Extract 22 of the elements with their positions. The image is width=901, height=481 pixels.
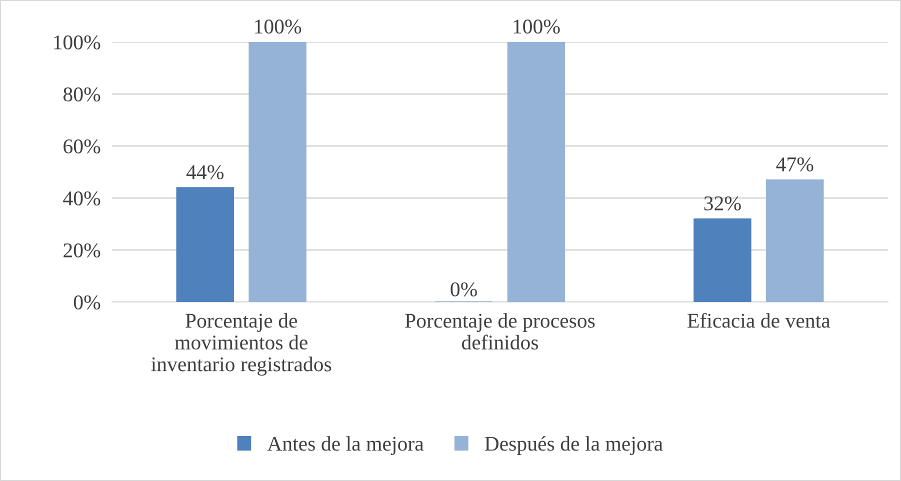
x-tick-label: Eficacia de venta	[688, 312, 830, 328]
data-label: 0%	[450, 282, 477, 296]
bar	[176, 187, 234, 302]
y-tick-label: 0%	[74, 295, 100, 310]
bar	[507, 42, 566, 302]
y-tick-label: 60%	[64, 139, 100, 154]
y-tick-label: 40%	[63, 191, 100, 206]
data-label: 47%	[776, 157, 814, 172]
legend-label: Después de la mejora	[484, 436, 663, 456]
legend-label: Antes de la mejora	[267, 436, 424, 456]
bar	[694, 218, 752, 302]
y-tick-label: 80%	[63, 87, 100, 102]
data-label: 100%	[255, 20, 302, 34]
y-tick-label: 100%	[54, 35, 100, 50]
bar	[248, 42, 306, 302]
x-tick-label: Porcentaje de movimientos de inventario registrados	[151, 313, 332, 376]
data-label: 44%	[186, 165, 224, 180]
x-tick-label: Porcentaje de procesos definidos	[405, 313, 595, 350]
y-tick-label: 20%	[64, 243, 100, 258]
bar	[766, 179, 824, 302]
data-label: 100%	[514, 20, 560, 34]
data-label: 32%	[704, 196, 741, 210]
